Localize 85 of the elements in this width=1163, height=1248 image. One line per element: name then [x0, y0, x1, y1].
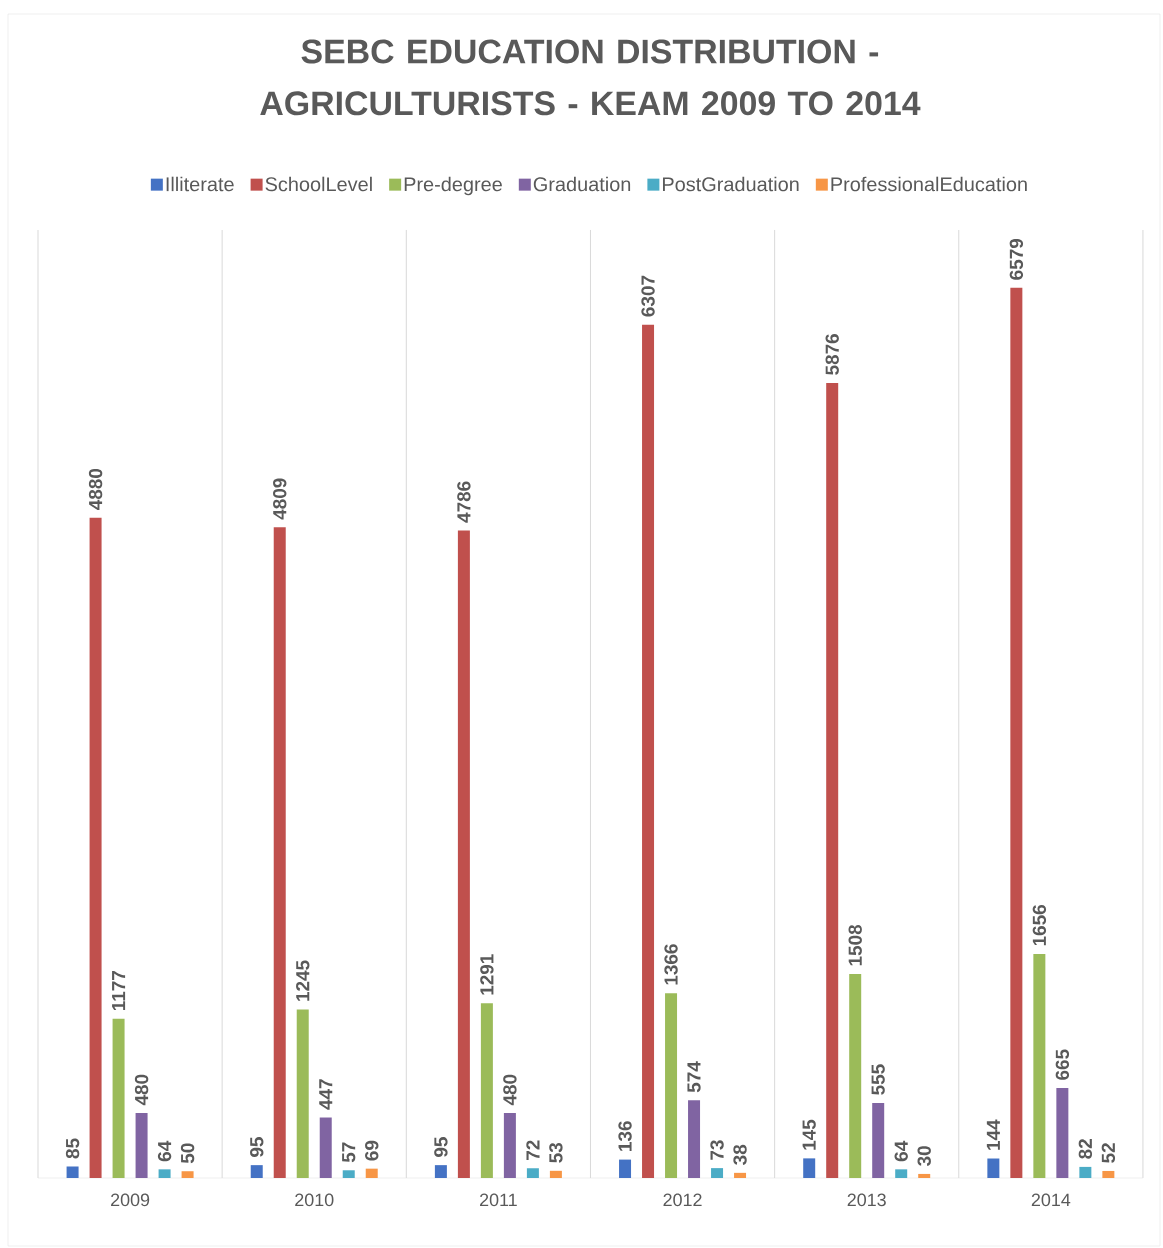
- bar: [503, 1113, 516, 1178]
- data-label: 1245: [296, 960, 310, 1001]
- bar: [826, 382, 839, 1178]
- bar: [1033, 953, 1046, 1178]
- bar: [342, 1170, 355, 1178]
- bar: [987, 1158, 1000, 1178]
- x-tick-label: 2012: [663, 1193, 702, 1207]
- bar: [66, 1166, 79, 1178]
- chart-title: SEBC EDUCATION DISTRIBUTION - AGRICULTURISTS - KEAM 2009 TO 2014: [260, 39, 921, 116]
- data-label: 85: [65, 1138, 80, 1159]
- data-label: 69: [365, 1140, 379, 1161]
- legend-label: Illiterate: [166, 176, 234, 192]
- x-tick-label: 2011: [480, 1193, 517, 1207]
- data-label: 6307: [641, 275, 655, 317]
- data-label: 38: [733, 1144, 747, 1165]
- bar: [1102, 1170, 1115, 1178]
- bar: [319, 1117, 332, 1178]
- bar: [89, 517, 102, 1178]
- legend-label: Graduation: [533, 176, 631, 192]
- data-label: 73: [710, 1140, 724, 1160]
- bar: [135, 1113, 148, 1178]
- data-label: 144: [986, 1119, 1000, 1150]
- data-label: 4880: [88, 468, 103, 510]
- bar: [734, 1172, 747, 1178]
- data-label: 52: [1101, 1143, 1116, 1163]
- data-label: 72: [526, 1140, 540, 1160]
- data-label: 574: [687, 1061, 701, 1093]
- x-tick-label: 2013: [847, 1193, 886, 1207]
- legend-label: SchoolLevel: [265, 176, 372, 192]
- data-label: 1656: [1032, 905, 1047, 946]
- bar: [1079, 1166, 1092, 1178]
- data-label: 1291: [480, 954, 494, 995]
- bar: [688, 1100, 701, 1178]
- data-label: 30: [917, 1146, 931, 1166]
- bar: [665, 993, 678, 1178]
- bar: [619, 1159, 632, 1178]
- data-label: 53: [549, 1142, 563, 1163]
- data-label: 1177: [112, 971, 126, 1011]
- bar: [480, 1003, 493, 1178]
- data-label: 665: [1055, 1049, 1070, 1080]
- bar: [549, 1170, 562, 1178]
- bar: [803, 1158, 816, 1178]
- bar: [434, 1165, 447, 1178]
- data-label: 50: [180, 1143, 195, 1164]
- data-label: 95: [250, 1137, 264, 1157]
- data-label: 57: [342, 1142, 356, 1163]
- legend-label: ProfessionalEducation: [831, 176, 1027, 192]
- bar: [296, 1009, 309, 1178]
- bar: [642, 324, 655, 1178]
- bar: [181, 1171, 194, 1178]
- data-label: 1508: [848, 924, 862, 966]
- data-label: 5876: [825, 334, 839, 375]
- bar: [158, 1169, 171, 1178]
- bar: [1010, 287, 1023, 1178]
- bar: [526, 1168, 539, 1178]
- data-label: 555: [871, 1064, 885, 1095]
- data-label: 480: [503, 1074, 517, 1106]
- data-label: 1366: [664, 944, 678, 985]
- bar: [895, 1169, 908, 1178]
- bar: [849, 973, 862, 1178]
- data-label: 447: [319, 1079, 333, 1110]
- bar: [918, 1173, 931, 1178]
- data-label: 145: [802, 1119, 816, 1150]
- data-label: 480: [134, 1074, 149, 1106]
- legend-label: Pre-degree: [404, 176, 502, 196]
- data-label: 64: [157, 1140, 172, 1162]
- data-label: 4786: [457, 481, 471, 523]
- bar: [711, 1168, 724, 1178]
- data-label: 95: [434, 1137, 448, 1157]
- x-tick-label: 2014: [1031, 1193, 1071, 1207]
- bar: [250, 1165, 263, 1178]
- data-label: 64: [894, 1140, 908, 1162]
- bar: [112, 1018, 125, 1178]
- x-tick-label: 2010: [295, 1193, 334, 1207]
- bar: [457, 530, 470, 1178]
- data-label: 82: [1078, 1139, 1093, 1159]
- bar: [273, 527, 286, 1178]
- data-label: 4809: [273, 478, 287, 520]
- data-label: 136: [618, 1121, 632, 1151]
- bar: [1056, 1088, 1069, 1178]
- bar: [872, 1102, 885, 1178]
- x-tick-label: 2009: [111, 1193, 150, 1207]
- bar: [365, 1168, 378, 1178]
- legend-label: PostGraduation: [663, 176, 799, 192]
- data-label: 6579: [1009, 238, 1024, 280]
